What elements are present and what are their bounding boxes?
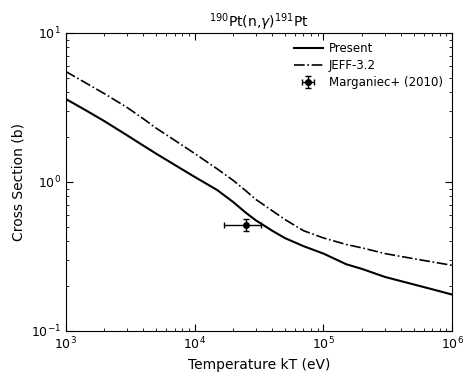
JEFF-3.2 xyxy=(86,82,91,87)
Present xyxy=(269,228,275,233)
Present xyxy=(214,188,220,192)
Present xyxy=(63,97,68,101)
Y-axis label: Cross Section (b): Cross Section (b) xyxy=(11,123,25,241)
Legend: Present, JEFF-3.2, Marganiec+ (2010): Present, JEFF-3.2, Marganiec+ (2010) xyxy=(290,39,446,93)
JEFF-3.2 xyxy=(382,251,388,256)
Present xyxy=(86,110,91,114)
JEFF-3.2 xyxy=(141,116,146,121)
Present xyxy=(172,162,178,167)
Present xyxy=(153,151,159,156)
Present xyxy=(301,244,306,249)
X-axis label: Temperature kT (eV): Temperature kT (eV) xyxy=(188,358,330,372)
Present xyxy=(411,282,417,287)
Present xyxy=(253,218,259,223)
Present xyxy=(141,143,146,148)
JEFF-3.2 xyxy=(429,260,435,264)
Present xyxy=(124,133,130,137)
JEFF-3.2 xyxy=(243,188,249,193)
JEFF-3.2 xyxy=(172,138,178,142)
JEFF-3.2 xyxy=(282,217,287,222)
Present xyxy=(449,292,455,297)
Present xyxy=(429,287,435,291)
JEFF-3.2 xyxy=(360,246,365,250)
JEFF-3.2 xyxy=(102,92,107,96)
JEFF-3.2 xyxy=(214,167,220,171)
Present xyxy=(192,175,198,179)
JEFF-3.2 xyxy=(63,69,68,74)
Present xyxy=(382,275,388,279)
JEFF-3.2 xyxy=(124,105,130,110)
JEFF-3.2 xyxy=(192,151,198,156)
JEFF-3.2 xyxy=(321,236,326,240)
JEFF-3.2 xyxy=(343,242,349,247)
JEFF-3.2 xyxy=(449,263,455,268)
JEFF-3.2 xyxy=(269,208,275,213)
Present xyxy=(343,262,349,267)
Title: $^{190}$Pt(n,$\gamma$)$^{191}$Pt: $^{190}$Pt(n,$\gamma$)$^{191}$Pt xyxy=(209,11,309,33)
JEFF-3.2 xyxy=(230,178,236,183)
Line: JEFF-3.2: JEFF-3.2 xyxy=(66,71,452,265)
JEFF-3.2 xyxy=(253,197,259,202)
Present xyxy=(360,267,365,271)
Present xyxy=(282,236,287,240)
Present xyxy=(102,119,107,123)
Line: Present: Present xyxy=(66,99,452,295)
Present xyxy=(243,210,249,215)
JEFF-3.2 xyxy=(301,228,306,233)
JEFF-3.2 xyxy=(411,256,417,261)
Present xyxy=(321,251,326,256)
Present xyxy=(230,200,236,205)
JEFF-3.2 xyxy=(153,126,159,130)
